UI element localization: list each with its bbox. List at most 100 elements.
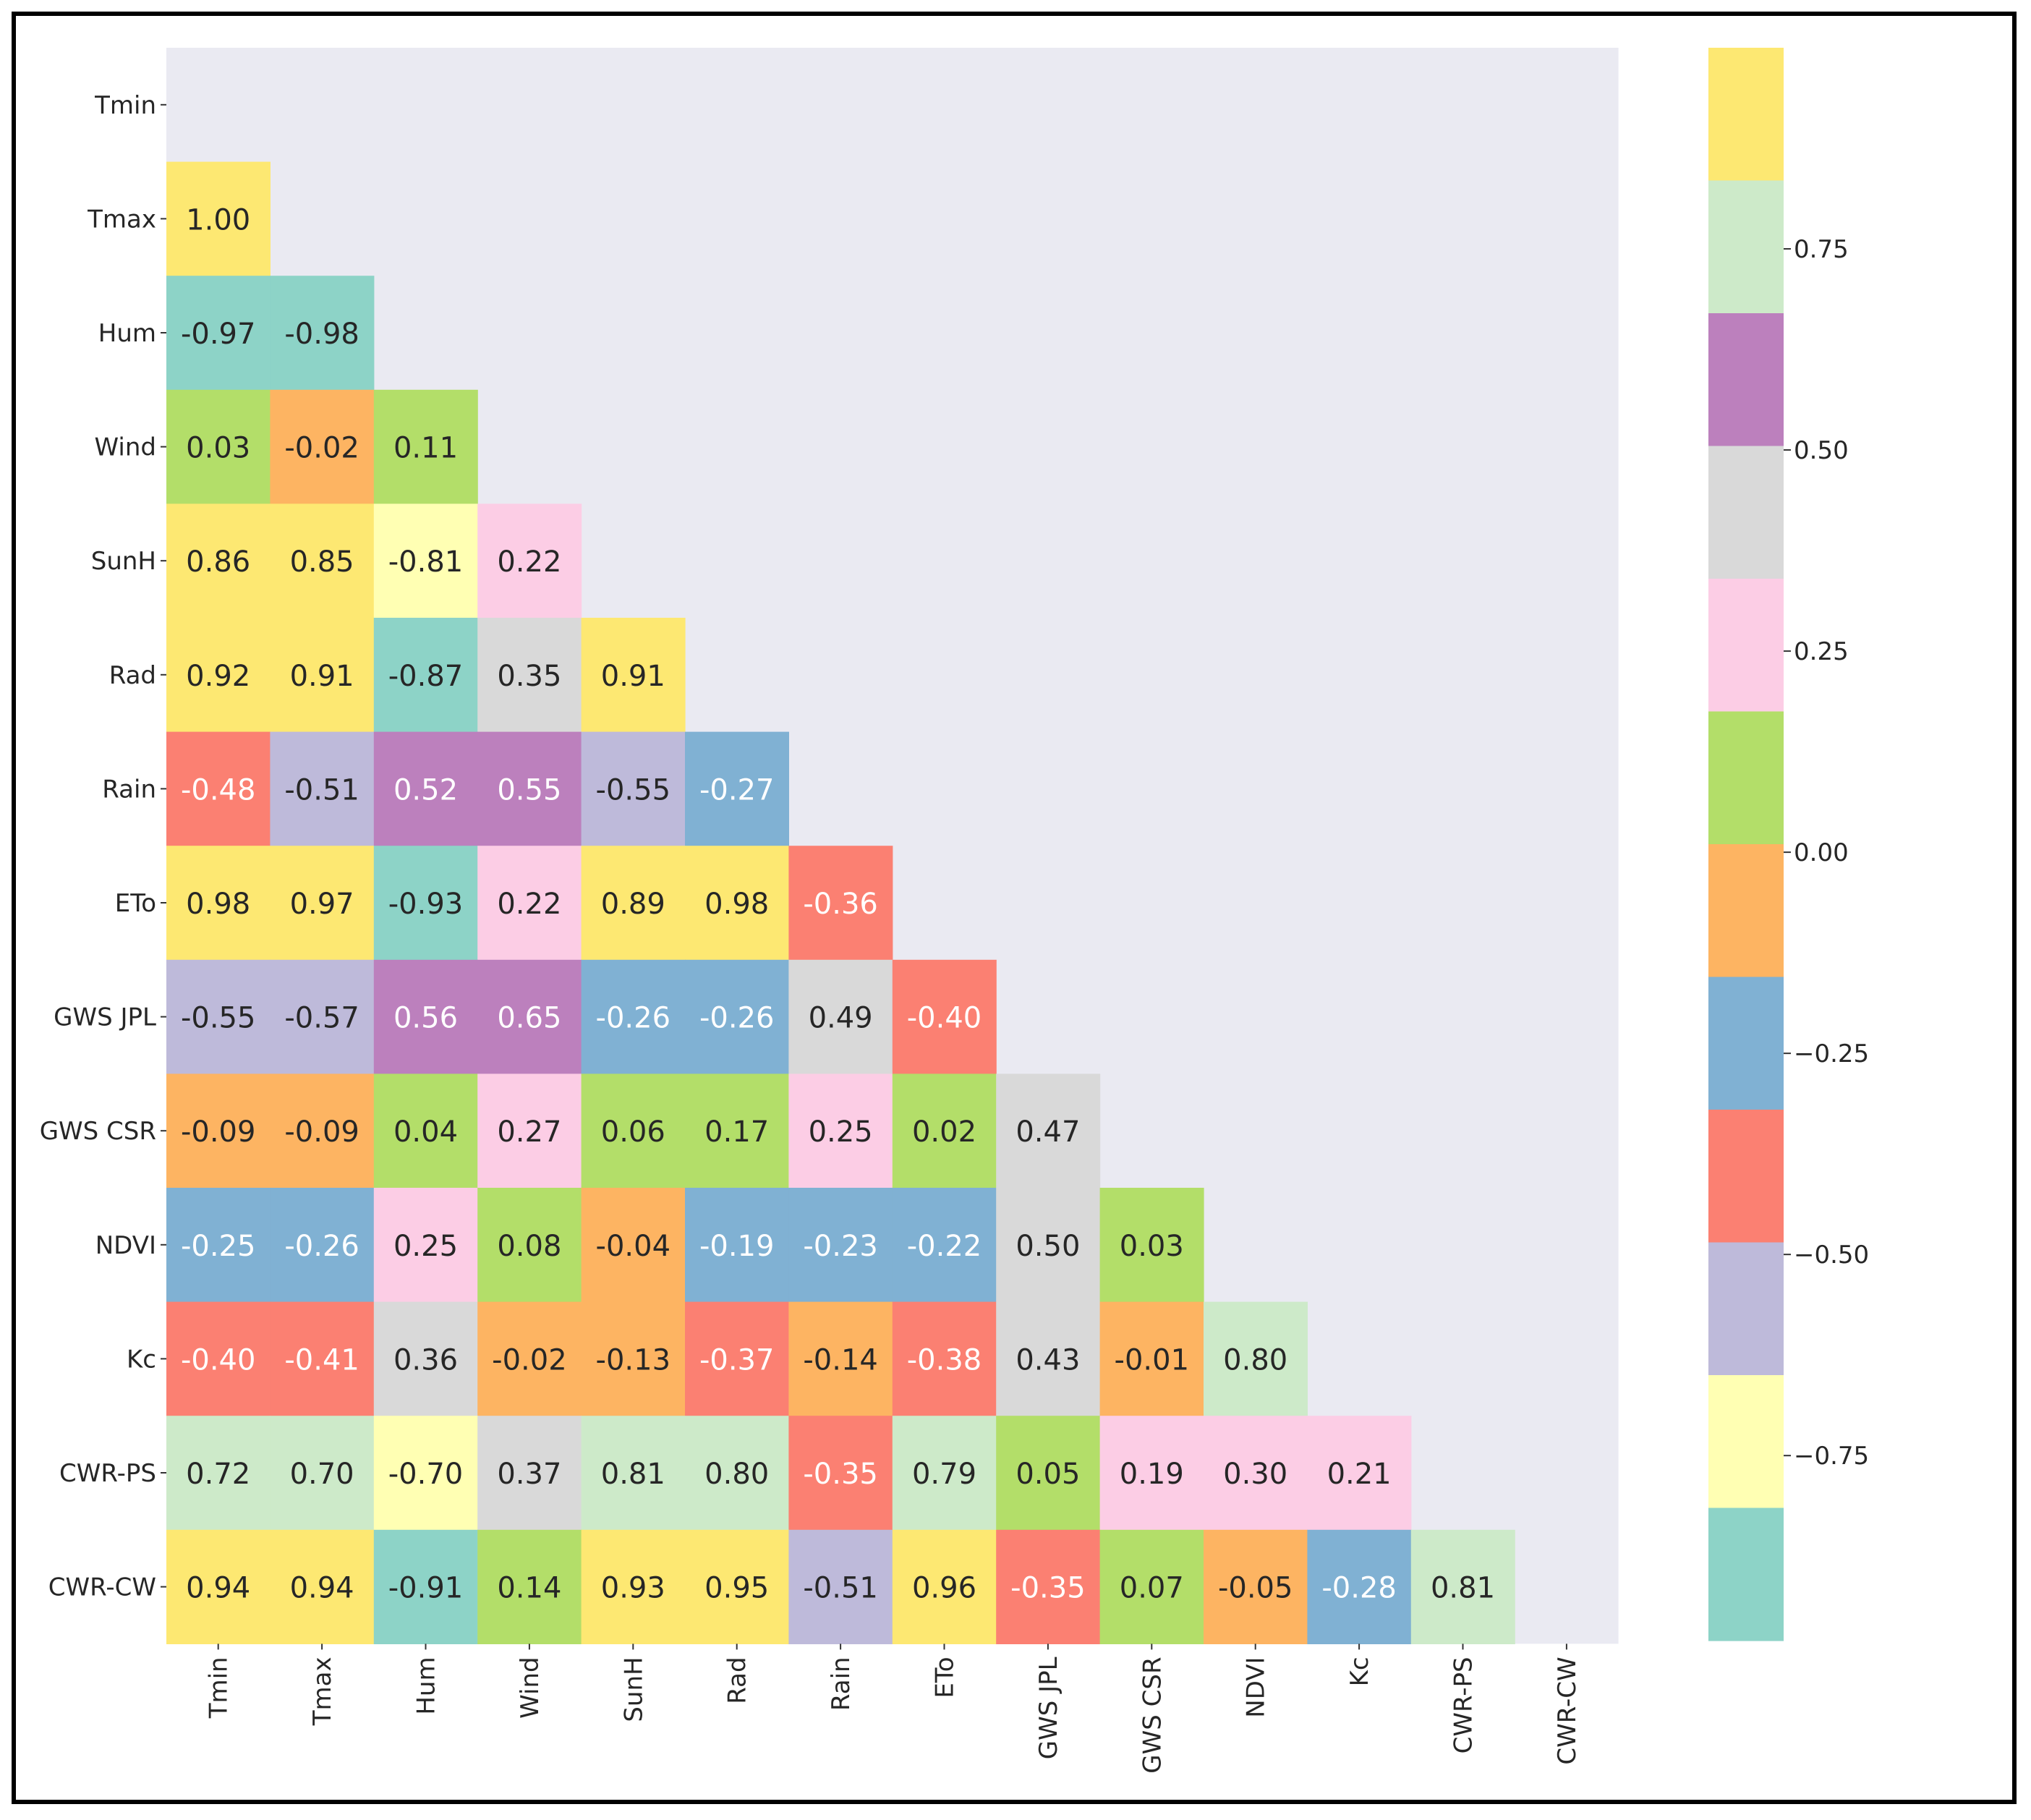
heatmap-cell bbox=[270, 1188, 375, 1303]
colorbar-segment bbox=[1708, 1242, 1784, 1376]
cell-value-label: 0.47 bbox=[1016, 1115, 1080, 1149]
colorbar-tick-label: −0.25 bbox=[1794, 1039, 1869, 1068]
y-tick-label: Hum bbox=[98, 319, 156, 348]
x-tick-label: Hum bbox=[412, 1657, 441, 1714]
y-tick-label: Rain bbox=[102, 775, 156, 804]
heatmap-cell bbox=[477, 1529, 582, 1644]
cell-value-label: 0.98 bbox=[704, 888, 769, 921]
cell-value-label: 0.35 bbox=[497, 660, 561, 693]
cell-value-label: 0.06 bbox=[601, 1115, 665, 1149]
cell-value-label: 0.85 bbox=[290, 545, 354, 579]
heatmap-cell bbox=[166, 503, 271, 618]
cell-value-label: 0.80 bbox=[1223, 1343, 1287, 1377]
cell-value-label: 0.72 bbox=[186, 1458, 250, 1491]
colorbar-segment bbox=[1708, 1110, 1784, 1243]
x-tick-label: Tmax bbox=[308, 1657, 337, 1726]
heatmap-cell bbox=[166, 1301, 271, 1416]
heatmap-cell bbox=[477, 731, 582, 846]
x-tick-label: GWS JPL bbox=[1034, 1657, 1063, 1759]
x-tick-label: SunH bbox=[619, 1657, 648, 1722]
y-tick-label: GWS JPL bbox=[54, 1003, 156, 1032]
heatmap-cell bbox=[1204, 1529, 1308, 1644]
cell-value-label: -0.40 bbox=[181, 1343, 256, 1377]
heatmap-cell bbox=[685, 1301, 789, 1416]
cell-value-label: -0.51 bbox=[803, 1572, 878, 1605]
cell-value-label: 0.52 bbox=[393, 773, 458, 807]
heatmap-cell bbox=[270, 1073, 375, 1188]
y-tick-label: Tmin bbox=[94, 91, 156, 120]
heatmap-cell bbox=[166, 161, 271, 276]
y-tick-label: GWS CSR bbox=[40, 1117, 156, 1146]
heatmap-cell bbox=[996, 1073, 1101, 1188]
cell-value-label: -0.97 bbox=[181, 318, 256, 351]
y-tick-label: Kc bbox=[127, 1345, 156, 1374]
heatmap-cell bbox=[270, 1529, 375, 1644]
cell-value-label: 0.30 bbox=[1223, 1458, 1287, 1491]
heatmap-cell bbox=[166, 389, 271, 504]
cell-value-label: -0.55 bbox=[596, 773, 671, 807]
heatmap-cell bbox=[581, 1188, 686, 1303]
heatmap-cell bbox=[166, 731, 271, 846]
heatmap-cell bbox=[685, 1073, 789, 1188]
cell-value-label: -0.98 bbox=[284, 318, 359, 351]
heatmap-cell bbox=[477, 1073, 582, 1188]
heatmap-cell bbox=[788, 1301, 893, 1416]
figure-frame: 1.00 -0.97 -0.98 0.03 -0.02 0.11 0.86 0.85 -0.81… bbox=[12, 12, 2017, 1804]
cell-value-label: -0.27 bbox=[699, 773, 775, 807]
heatmap-cell bbox=[996, 1529, 1101, 1644]
colorbar-segment bbox=[1708, 579, 1784, 713]
cell-value-label: -0.93 bbox=[388, 888, 464, 921]
cell-value-label: -0.91 bbox=[388, 1572, 464, 1605]
heatmap-cell bbox=[270, 959, 375, 1074]
cell-value-label: -0.14 bbox=[803, 1343, 878, 1377]
heatmap-cell bbox=[788, 1529, 893, 1644]
heatmap-cell bbox=[373, 1301, 478, 1416]
cell-value-label: -0.81 bbox=[388, 545, 464, 579]
heatmap-cell bbox=[788, 1073, 893, 1188]
heatmap-cell bbox=[1307, 1529, 1412, 1644]
x-tick-label: ETo bbox=[931, 1657, 960, 1698]
cell-value-label: -0.09 bbox=[284, 1115, 359, 1149]
heatmap-cell bbox=[270, 1301, 375, 1416]
heatmap-cell bbox=[270, 731, 375, 846]
cell-value-label: -0.05 bbox=[1218, 1572, 1293, 1605]
colorbar-tick-label: −0.75 bbox=[1794, 1442, 1869, 1471]
heatmap-cell bbox=[1307, 1416, 1412, 1531]
cell-value-label: 0.04 bbox=[393, 1115, 458, 1149]
cell-value-label: -0.70 bbox=[388, 1458, 464, 1491]
heatmap-cell bbox=[270, 389, 375, 504]
heatmap-cell bbox=[581, 1416, 686, 1531]
heatmap-cell bbox=[788, 959, 893, 1074]
cell-value-label: 0.94 bbox=[186, 1572, 250, 1605]
heatmap-cell bbox=[373, 1188, 478, 1303]
y-tick-label: SunH bbox=[91, 547, 156, 576]
y-tick-label: CWR-PS bbox=[59, 1459, 156, 1488]
heatmap-cell bbox=[1204, 1301, 1308, 1416]
cell-value-label: 0.25 bbox=[809, 1115, 873, 1149]
cell-value-label: 1.00 bbox=[186, 203, 250, 237]
cell-value-label: -0.57 bbox=[284, 1002, 359, 1035]
cell-value-label: 0.50 bbox=[1016, 1230, 1080, 1263]
heatmap-cell bbox=[788, 1416, 893, 1531]
heatmap-cell bbox=[892, 1301, 997, 1416]
cell-value-label: 0.03 bbox=[186, 432, 250, 465]
cell-value-label: 0.22 bbox=[497, 888, 561, 921]
heatmap-cell bbox=[373, 618, 478, 733]
cell-value-label: 0.55 bbox=[497, 773, 561, 807]
cell-value-label: 0.93 bbox=[601, 1572, 665, 1605]
cell-value-label: -0.26 bbox=[284, 1230, 359, 1263]
cell-value-label: 0.96 bbox=[912, 1572, 976, 1605]
colorbar-segment bbox=[1708, 180, 1784, 314]
cell-value-label: 0.91 bbox=[601, 660, 665, 693]
cell-value-label: -0.13 bbox=[596, 1343, 671, 1377]
cell-value-label: -0.40 bbox=[907, 1002, 982, 1035]
cell-value-label: -0.87 bbox=[388, 660, 464, 693]
heatmap-cell bbox=[270, 503, 375, 618]
heatmap-cell bbox=[270, 1416, 375, 1531]
heatmap-cell bbox=[166, 1073, 271, 1188]
cell-value-label: 0.56 bbox=[393, 1002, 458, 1035]
cell-value-label: 0.14 bbox=[497, 1572, 561, 1605]
cell-value-label: -0.19 bbox=[699, 1230, 775, 1263]
heatmap-cell bbox=[373, 1529, 478, 1644]
heatmap-cell bbox=[788, 1188, 893, 1303]
